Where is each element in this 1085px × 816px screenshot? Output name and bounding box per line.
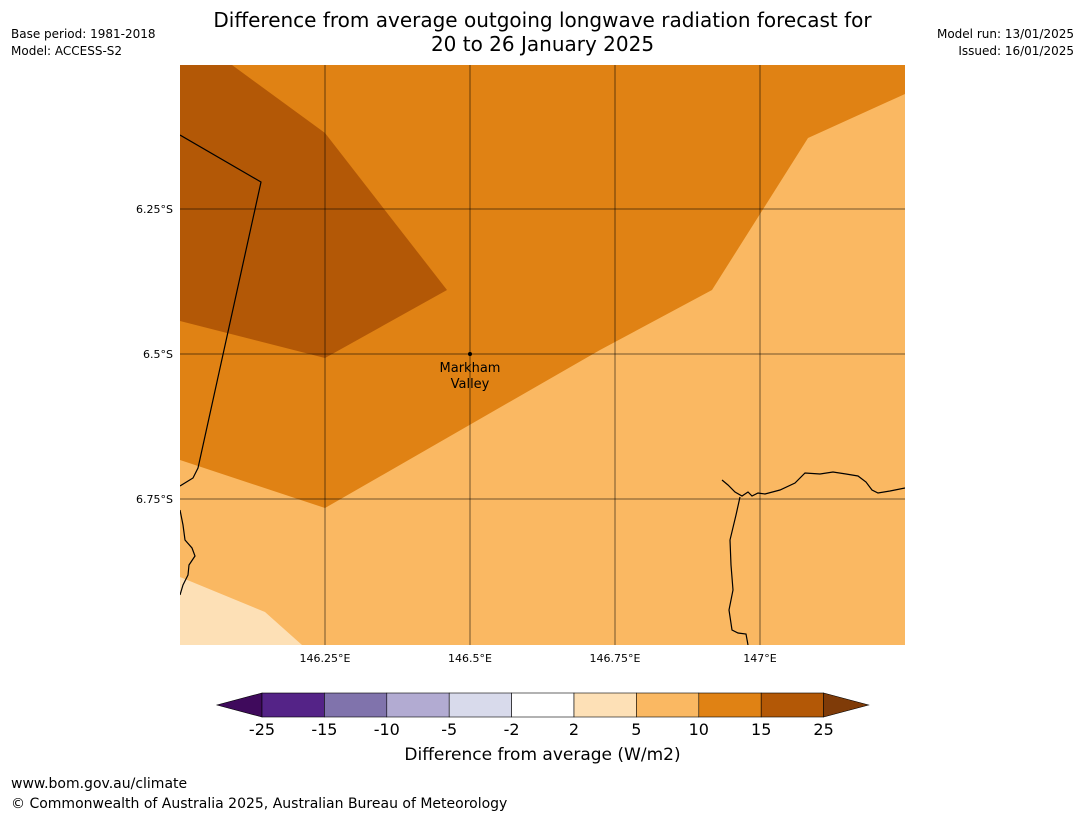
graticule: [180, 65, 905, 645]
map-title: Difference from average outgoing longwav…: [0, 8, 1085, 56]
colorbar-title: Difference from average (W/m2): [404, 745, 681, 765]
lon-label-146-25e: 146.25°E: [300, 652, 351, 665]
lat-label-6-75s: 6.75°S: [136, 493, 173, 506]
colorbar-extend-high: [823, 692, 870, 718]
meta-right: Model run: 13/01/2025 Issued: 16/01/2025: [937, 26, 1074, 60]
colorbar-extend-low: [215, 692, 263, 718]
colorbar-swatch: [698, 692, 762, 718]
meta-left: Base period: 1981-2018 Model: ACCESS-S2: [11, 26, 156, 60]
colorbar-tick-label: -25: [249, 720, 275, 739]
model-run-text: Model run: 13/01/2025: [936, 27, 1074, 41]
colorbar-swatch: [324, 692, 388, 718]
colorbar-swatch: [386, 692, 450, 718]
colorbar: -25 -15 -10 -5 -2 2 5 10 15 25: [215, 692, 870, 739]
colorbar-tick-label: 2: [569, 720, 579, 739]
markham-valley-marker: [468, 352, 472, 356]
province-boundary: [180, 134, 262, 487]
issued-text: Issued: 16/01/2025: [958, 44, 1074, 58]
colorbar-tick-label: -10: [374, 720, 400, 739]
region-2-5: [180, 577, 302, 645]
place-label-line-2: Valley: [451, 377, 490, 392]
map-area: [180, 65, 905, 645]
colorbar-swatch: [760, 692, 824, 718]
colorbar-swatch: [636, 692, 700, 718]
colorbar-swatch: [448, 692, 512, 718]
place-label-line-1: Markham: [440, 361, 501, 376]
coastline-west: [180, 509, 196, 596]
lon-label-146-5e: 146.5°E: [448, 652, 492, 665]
lat-label-6-5s: 6.5°S: [143, 348, 173, 361]
colorbar-swatch: [261, 692, 325, 718]
lon-label-147e: 147°E: [743, 652, 776, 665]
colorbar-tick-label: 15: [751, 720, 771, 739]
region-15-25: [180, 65, 447, 358]
region-5-10: [180, 94, 905, 645]
colorbar-tick-label: 5: [631, 720, 641, 739]
colorbar-tick-label: -5: [441, 720, 457, 739]
coastline-river-mouth: [728, 496, 749, 645]
lon-label-146-75e: 146.75°E: [590, 652, 641, 665]
colorbar-tick-label: 10: [689, 720, 709, 739]
model-text: Model: ACCESS-S2: [11, 44, 123, 58]
lat-label-6-25s: 6.25°S: [136, 203, 173, 216]
colorbar-swatch: [511, 692, 575, 718]
colorbar-tick-label: -15: [311, 720, 337, 739]
base-period-text: Base period: 1981-2018: [11, 27, 156, 41]
footer: www.bom.gov.au/climate © Commonwealth of…: [11, 774, 507, 814]
coastline-east: [721, 471, 905, 497]
footer-copyright: © Commonwealth of Australia 2025, Austra…: [11, 796, 508, 812]
title-line-2: 20 to 26 January 2025: [430, 32, 655, 56]
colorbar-tick-label: 25: [813, 720, 833, 739]
colorbar-swatch: [573, 692, 637, 718]
footer-url: www.bom.gov.au/climate: [11, 776, 188, 792]
title-line-1: Difference from average outgoing longwav…: [213, 8, 872, 32]
colorbar-tick-label: -2: [504, 720, 520, 739]
